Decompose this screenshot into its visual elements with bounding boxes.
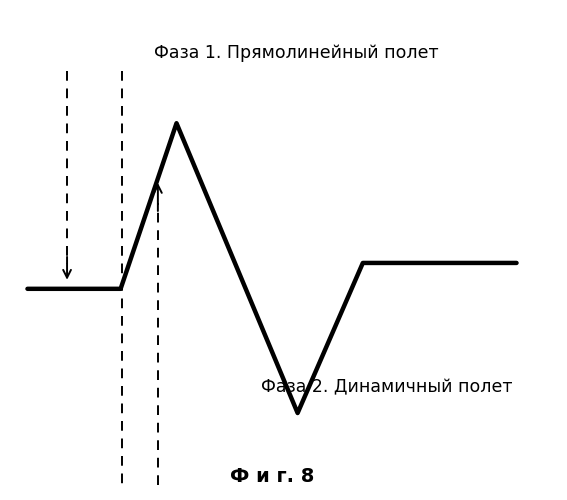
Text: Ф и г. 8: Ф и г. 8 xyxy=(230,466,314,485)
Text: Фаза 1. Прямолинейный полет: Фаза 1. Прямолинейный полет xyxy=(154,44,439,62)
Text: Фаза 2. Динамичный полет: Фаза 2. Динамичный полет xyxy=(261,378,513,396)
